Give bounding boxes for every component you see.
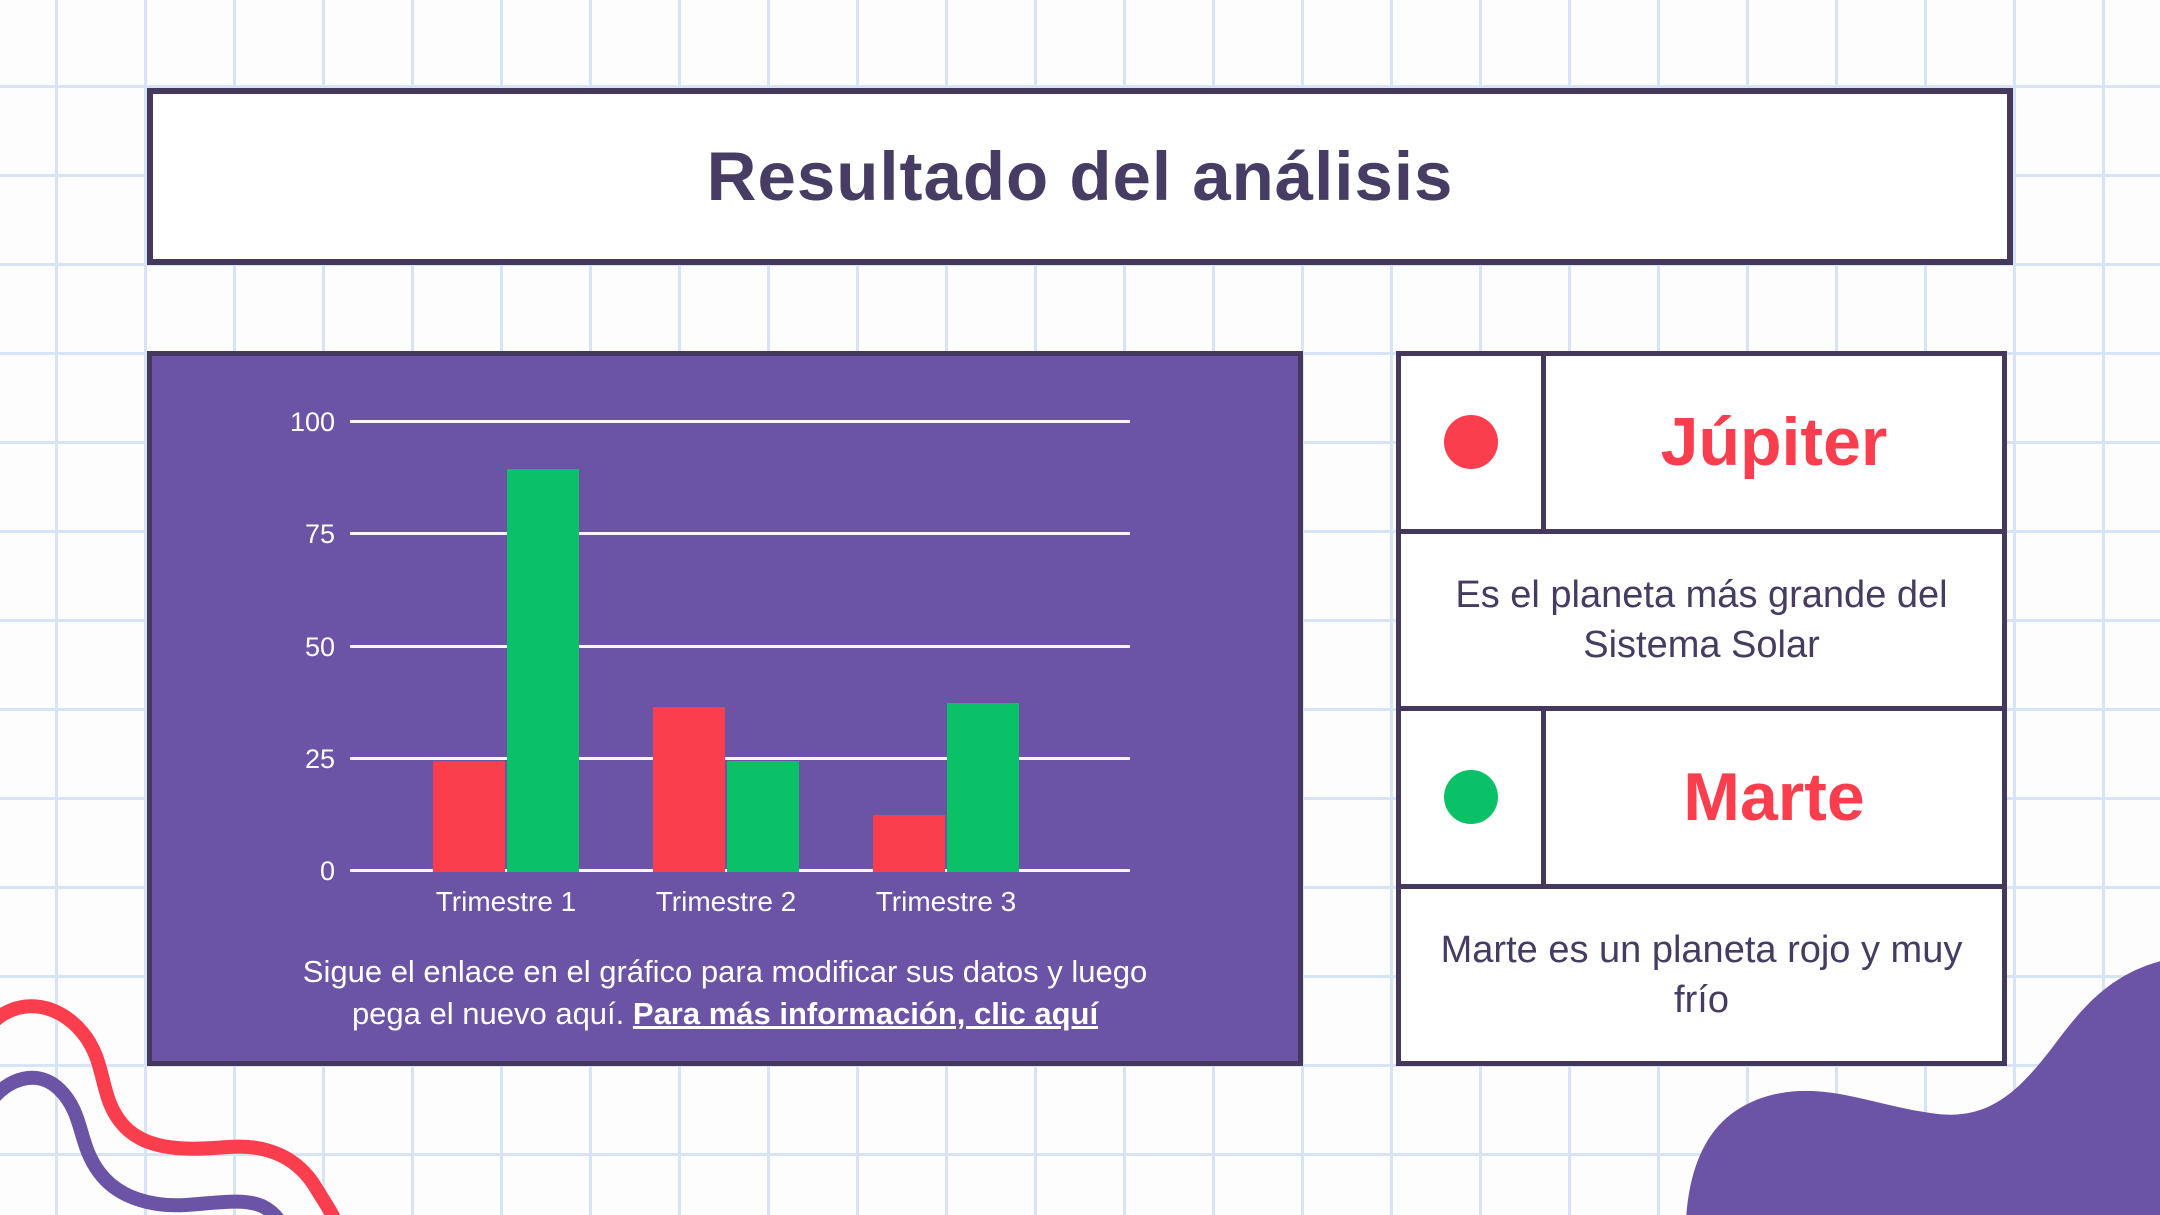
gridline-100 (350, 420, 1130, 423)
legend-color-cell-marte (1401, 711, 1541, 884)
x-axis-label-1: Trimestre 1 (435, 886, 577, 917)
caption-line1: Sigue el enlace en el gráfico para modif… (302, 954, 1148, 989)
legend-label-jupiter: Júpiter (1660, 404, 1888, 481)
y-axis-tick-label-25: 25 (304, 743, 335, 774)
legend-name-cell-jupiter: Júpiter (1546, 356, 2002, 529)
legend-desc-cell-jupiter: Es el planeta más grande del Sistema Sol… (1401, 533, 2002, 706)
legend-description-marte: Marte es un planeta rojo y muy frío (1440, 928, 1963, 1021)
gridline-50 (350, 644, 1130, 648)
y-axis-tick-label-50: 50 (304, 631, 335, 662)
chart-plot: 0 25 50 75 100 Trimestre 1 Trimestre 2 Trimestr… (290, 407, 1130, 917)
bar-marte-trimestre-2 (727, 761, 799, 872)
bar-marte-trimestre-1 (507, 469, 579, 872)
marte-color-dot-icon (1444, 770, 1498, 825)
bar-j-piter-trimestre-2 (653, 707, 725, 872)
y-axis-tick-label-100: 100 (289, 407, 335, 437)
chart-panel: 0 25 50 75 100 Trimestre 1 Trimestre 2 Trimestr… (147, 351, 1303, 1066)
more-info-link[interactable]: Para más información, clic aquí (632, 996, 1099, 1031)
y-axis-tick-label-0: 0 (319, 856, 335, 886)
legend-description-jupiter: Es el planeta más grande del Sistema Sol… (1455, 573, 1948, 666)
page-title: Resultado del análisis (706, 138, 1454, 215)
y-axis-tick-label-75: 75 (304, 519, 335, 550)
purple-squiggle-line (0, 1070, 284, 1215)
x-axis-label-3: Trimestre 3 (875, 886, 1017, 917)
caption-line2-prefix: pega el nuevo aquí. (351, 996, 633, 1031)
legend-desc-cell-marte: Marte es un planeta rojo y muy frío (1401, 888, 2002, 1061)
bar-j-piter-trimestre-3 (873, 815, 945, 872)
legend-label-marte: Marte (1683, 759, 1865, 836)
legend-table: Júpiter Es el planeta más grande del Sis… (1396, 351, 2007, 1066)
legend-name-cell-marte: Marte (1546, 711, 2002, 884)
chart-caption: Sigue el enlace en el gráfico para modif… (152, 951, 1298, 1035)
bar-j-piter-trimestre-1 (433, 761, 505, 872)
jupiter-color-dot-icon (1444, 415, 1498, 470)
x-axis-label-2: Trimestre 2 (655, 886, 797, 917)
legend-color-cell-jupiter (1401, 356, 1541, 529)
gridline-75 (350, 532, 1130, 536)
gridline-25 (350, 756, 1130, 760)
bar-marte-trimestre-3 (947, 702, 1019, 872)
title-box: Resultado del análisis (147, 88, 2013, 265)
